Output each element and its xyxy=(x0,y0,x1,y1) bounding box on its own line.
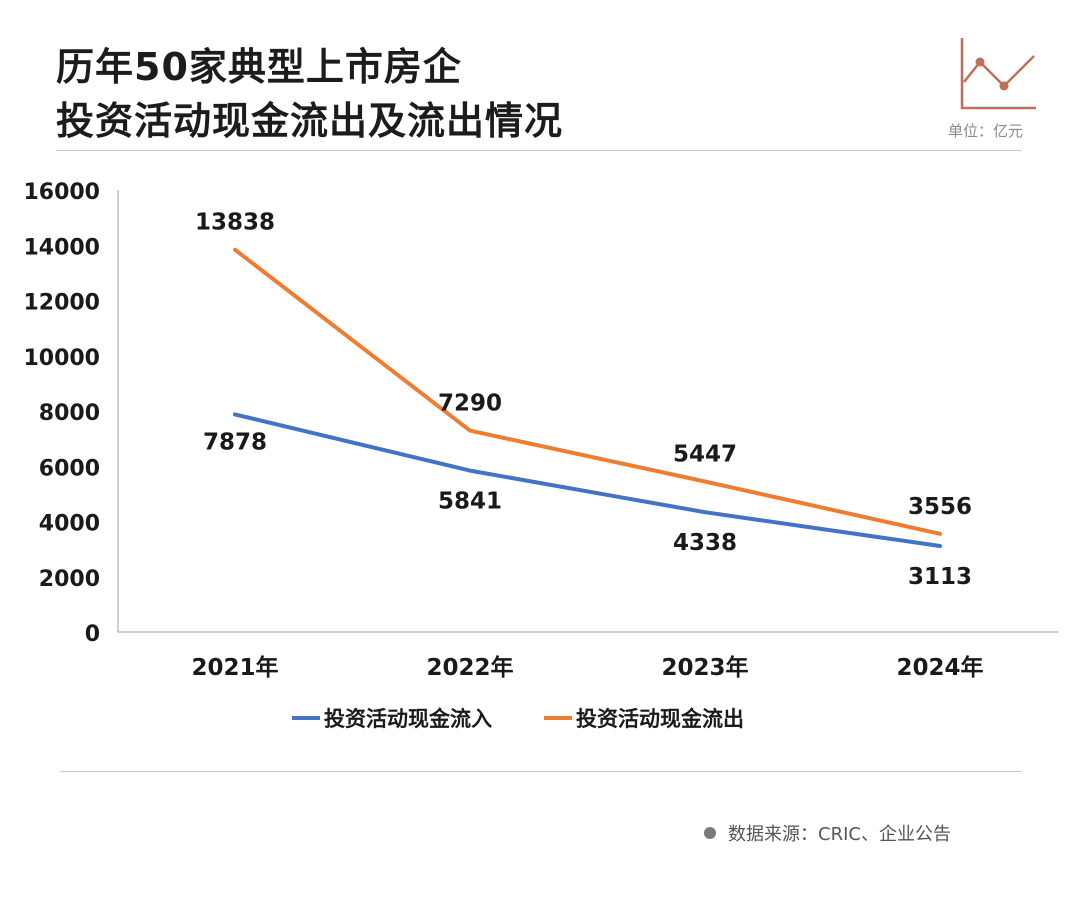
inflow-series-line xyxy=(233,412,942,548)
unit-label: 单位：亿元 xyxy=(948,122,1024,140)
chart-title-line-2: 投资活动现金流出及流出情况 xyxy=(56,99,564,143)
y-tick-label-14000: 14000 xyxy=(23,235,100,260)
line-chart-logo-icon xyxy=(960,38,1036,110)
y-tick-label-12000: 12000 xyxy=(23,291,100,316)
x-tick-label-2: 2022年 xyxy=(426,654,513,681)
bullet-dot-icon xyxy=(704,827,716,839)
header-divider xyxy=(56,150,1022,151)
y-tick-label-8000: 8000 xyxy=(39,401,100,426)
legend-outflow-label: 投资活动现金流出 xyxy=(576,707,744,731)
y-tick-label-0: 0 xyxy=(85,622,100,647)
y-tick-label-4000: 4000 xyxy=(39,512,100,537)
data-source-text: 数据来源：CRIC、企业公告 xyxy=(728,824,951,845)
footer-divider xyxy=(60,771,1022,772)
outflow-data-label-3: 5447 xyxy=(673,442,737,468)
x-tick-label-3: 2023年 xyxy=(661,654,748,681)
inflow-data-label-1: 7878 xyxy=(203,429,267,455)
outflow-data-label-1: 13838 xyxy=(195,210,275,236)
outflow-data-label-2: 7290 xyxy=(438,391,502,417)
data-source: 数据来源：CRIC、企业公告 xyxy=(704,820,951,846)
legend-inflow-label: 投资活动现金流入 xyxy=(324,707,492,731)
chart-title-line-1: 历年50家典型上市房企 xyxy=(56,45,462,89)
inflow-data-label-3: 4338 xyxy=(673,530,737,556)
inflow-data-label-4: 3113 xyxy=(908,564,972,590)
y-tick-label-2000: 2000 xyxy=(39,567,100,592)
y-tick-label-10000: 10000 xyxy=(23,346,100,371)
inflow-data-label-2: 5841 xyxy=(438,489,502,515)
outflow-data-label-4: 3556 xyxy=(908,494,972,520)
x-tick-label-4: 2024年 xyxy=(896,654,983,681)
y-tick-label-6000: 6000 xyxy=(39,456,100,481)
y-tick-label-16000: 16000 xyxy=(23,180,100,205)
x-tick-label-1: 2021年 xyxy=(191,654,278,681)
outflow-series-line xyxy=(233,247,942,536)
chart-title: 历年50家典型上市房企 投资活动现金流出及流出情况 xyxy=(56,40,563,148)
